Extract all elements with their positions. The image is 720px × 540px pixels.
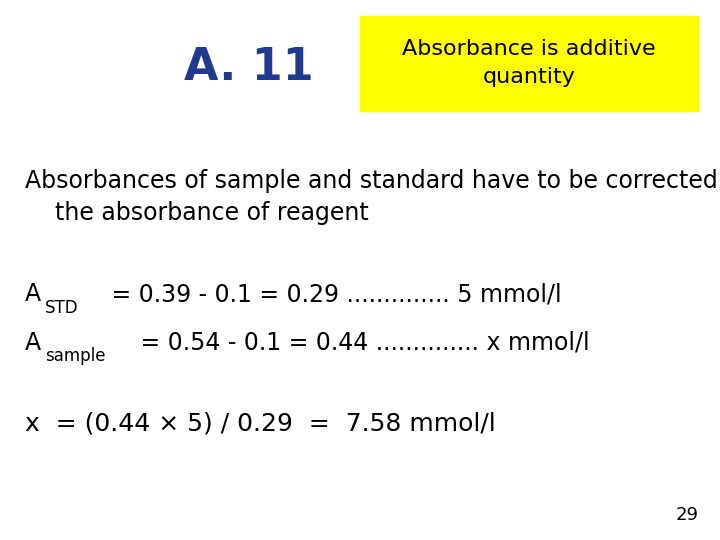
Text: = 0.54 - 0.1 = 0.44 .............. x mmol/l: = 0.54 - 0.1 = 0.44 .............. x mmo… [133, 331, 590, 355]
Text: 29: 29 [675, 506, 698, 524]
Text: = 0.39 - 0.1 = 0.29 .............. 5 mmol/l: = 0.39 - 0.1 = 0.29 .............. 5 mmo… [104, 282, 562, 306]
Text: sample: sample [45, 347, 105, 366]
Text: A: A [25, 282, 41, 306]
Text: A: A [25, 331, 41, 355]
Text: A. 11: A. 11 [184, 46, 313, 89]
Text: Absorbances of sample and standard have to be corrected by: Absorbances of sample and standard have … [25, 169, 720, 193]
Text: Absorbance is additive
quantity: Absorbance is additive quantity [402, 39, 656, 87]
Text: the absorbance of reagent: the absorbance of reagent [25, 201, 369, 225]
Text: x  = (0.44 × 5) / 0.29  =  7.58 mmol/l: x = (0.44 × 5) / 0.29 = 7.58 mmol/l [25, 412, 496, 436]
Text: STD: STD [45, 299, 78, 317]
FancyBboxPatch shape [360, 16, 698, 111]
